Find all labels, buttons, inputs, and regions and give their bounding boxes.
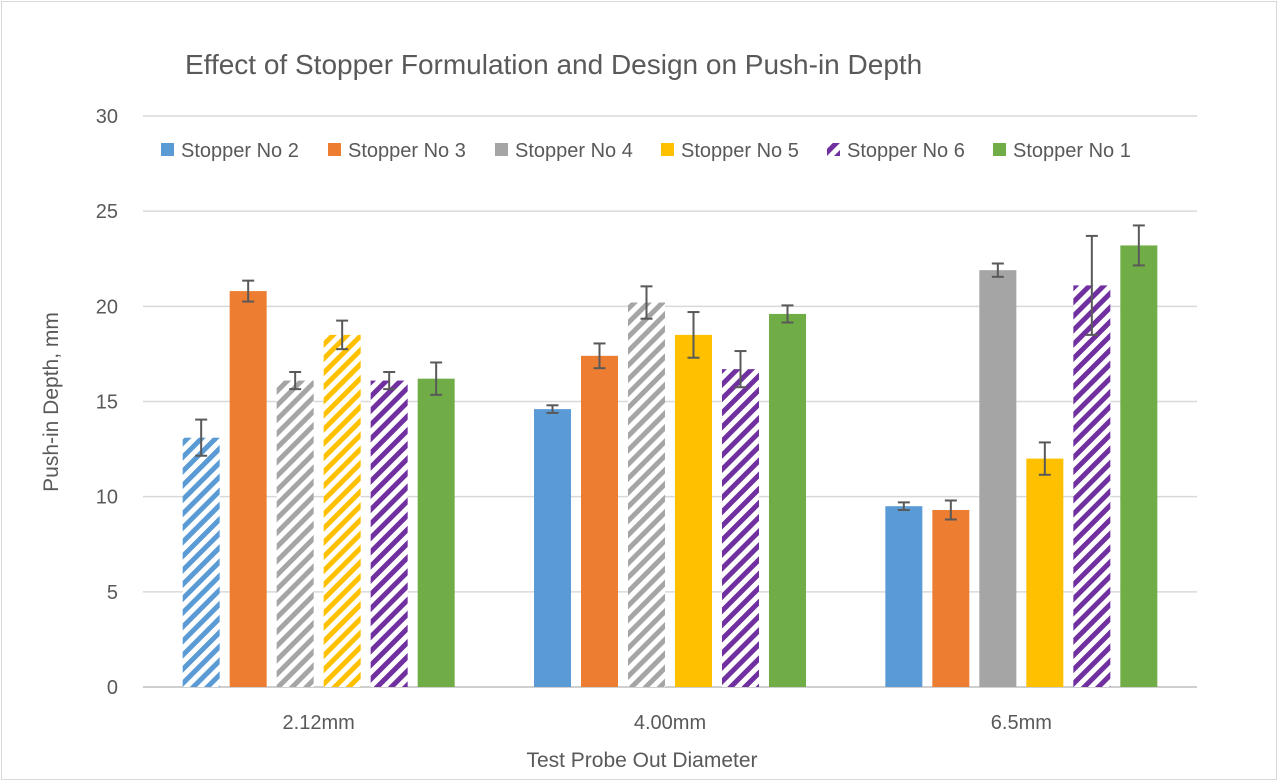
legend-item-stopper-no-1: Stopper No 1: [993, 140, 1131, 162]
legend-label: Stopper No 4: [515, 140, 633, 162]
legend-item-stopper-no-2: Stopper No 2: [161, 140, 299, 162]
legend-item-stopper-no-6: Stopper No 6: [827, 140, 965, 162]
error-bar-stopper-no-3-4-00mm: [593, 342, 606, 370]
y-tick-label: 0: [107, 677, 118, 699]
error-bar-stopper-no-4-6-5mm: [991, 262, 1004, 278]
error-bar-stopper-no-6-2-12mm: [383, 370, 396, 391]
x-tick-label: 6.5mm: [991, 712, 1052, 734]
x-axis-title: Test Probe Out Diameter: [526, 749, 757, 772]
error-bar-stopper-no-2-6-5mm: [897, 501, 910, 511]
error-bar-stopper-no-1-4-00mm: [781, 304, 794, 324]
legend-item-stopper-no-4: Stopper No 4: [495, 140, 633, 162]
error-bar-stopper-no-2-4-00mm: [546, 404, 559, 414]
error-bar-stopper-no-4-4-00mm: [640, 285, 653, 320]
error-bar-stopper-no-2-2-12mm: [195, 418, 208, 457]
legend-item-stopper-no-3: Stopper No 3: [328, 140, 466, 162]
error-bar-stopper-no-3-2-12mm: [242, 279, 255, 303]
y-axis-ticks: 0 5 10 15 20 25 30: [96, 106, 118, 699]
bars: [182, 245, 1158, 687]
bar-stopper-no-1-6-5mm: [1120, 245, 1158, 687]
bar-stopper-no-4-2-12mm: [276, 380, 314, 687]
legend-item-stopper-no-5: Stopper No 5: [661, 140, 799, 162]
bar-stopper-no-5-2-12mm: [323, 334, 361, 687]
legend-swatch: [328, 143, 341, 156]
bar-stopper-no-3-6-5mm: [932, 509, 970, 687]
legend-swatch: [161, 143, 174, 156]
y-tick-label: 10: [96, 487, 118, 509]
bar-stopper-no-5-4-00mm: [675, 334, 712, 687]
legend-label: Stopper No 6: [847, 140, 965, 162]
legend-label: Stopper No 3: [348, 140, 466, 162]
legend-swatch: [827, 143, 840, 156]
error-bar-stopper-no-5-2-12mm: [336, 319, 349, 351]
legend-swatch: [993, 143, 1006, 156]
bar-stopper-no-6-6-5mm: [1073, 285, 1111, 687]
bar-stopper-no-2-4-00mm: [534, 409, 571, 687]
legend-label: Stopper No 1: [1013, 140, 1131, 162]
legend: Stopper No 2 Stopper No 3 Stopper No 4 Stop…: [161, 140, 1131, 162]
bar-stopper-no-5-6-5mm: [1026, 458, 1064, 687]
bar-stopper-no-2-6-5mm: [885, 506, 923, 687]
y-tick-label: 20: [96, 296, 118, 318]
legend-label: Stopper No 2: [181, 140, 299, 162]
error-bar-stopper-no-4-2-12mm: [289, 370, 302, 391]
bar-stopper-no-3-2-12mm: [229, 291, 267, 687]
bar-stopper-no-4-6-5mm: [979, 270, 1017, 687]
bar-stopper-no-2-2-12mm: [182, 437, 220, 687]
y-tick-label: 30: [96, 106, 118, 128]
y-axis-title: Push-in Depth, mm: [40, 312, 63, 492]
bar-stopper-no-1-2-12mm: [417, 378, 455, 687]
legend-label: Stopper No 5: [681, 140, 799, 162]
bar-stopper-no-1-4-00mm: [769, 313, 806, 687]
error-bar-stopper-no-1-2-12mm: [430, 361, 443, 396]
legend-swatch: [661, 143, 674, 156]
gridlines: [143, 115, 1197, 688]
y-tick-label: 25: [96, 201, 118, 223]
error-bar-stopper-no-5-6-5mm: [1038, 441, 1051, 476]
legend-swatch: [495, 143, 508, 156]
error-bars: [195, 224, 1145, 521]
bar-stopper-no-4-4-00mm: [628, 302, 665, 687]
y-tick-label: 15: [96, 392, 118, 414]
x-axis-ticks: 2.12mm 4.00mm 6.5mm: [283, 712, 1052, 734]
y-tick-label: 5: [107, 582, 118, 604]
error-bar-stopper-no-3-6-5mm: [944, 499, 957, 521]
bar-stopper-no-3-4-00mm: [581, 355, 618, 687]
error-bar-stopper-no-6-6-5mm: [1085, 234, 1098, 336]
chart-title: Effect of Stopper Formulation and Design…: [185, 49, 922, 80]
bar-stopper-no-6-2-12mm: [370, 380, 408, 687]
bar-stopper-no-6-4-00mm: [722, 369, 759, 687]
x-tick-label: 2.12mm: [283, 712, 355, 734]
error-bar-stopper-no-5-4-00mm: [687, 311, 700, 359]
error-bar-stopper-no-6-4-00mm: [734, 350, 747, 389]
error-bar-stopper-no-1-6-5mm: [1132, 224, 1145, 267]
x-tick-label: 4.00mm: [634, 712, 706, 734]
